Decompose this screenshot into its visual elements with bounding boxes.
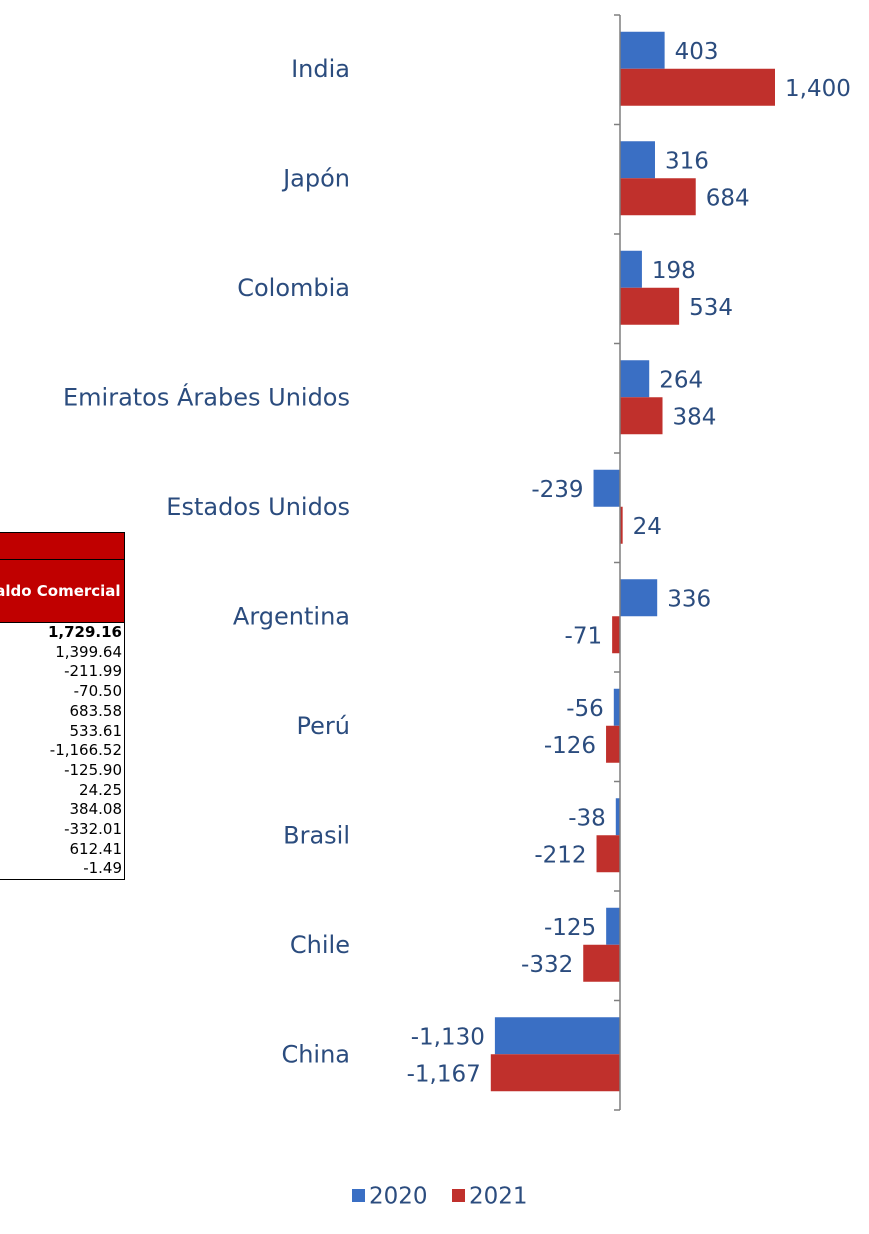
table-cell: 384.08	[0, 800, 125, 821]
data-label: -1,130	[411, 1024, 485, 1050]
bar	[494, 1017, 620, 1055]
data-label: -1,167	[407, 1061, 481, 1087]
data-label: 316	[665, 148, 709, 174]
legend-label: 2020	[369, 1184, 428, 1210]
data-label: 198	[652, 258, 696, 284]
data-label: 684	[706, 185, 750, 211]
table-cell: -332.01	[0, 820, 125, 840]
y-tick-label: Estados Unidos	[166, 493, 350, 521]
table-cell: -70.50	[0, 682, 125, 702]
y-tick-label: Chile	[290, 931, 350, 959]
data-label: 264	[659, 367, 703, 393]
table-cell: -125.90	[0, 760, 125, 781]
table-cell: -1,166.52	[0, 741, 125, 761]
data-label: -239	[531, 477, 583, 503]
bar	[620, 178, 696, 216]
table-cell: 24.25	[0, 780, 125, 801]
data-label: 534	[689, 295, 733, 321]
bar	[620, 250, 642, 288]
bar	[490, 1054, 620, 1092]
data-label: 24	[633, 514, 662, 540]
bar	[593, 469, 620, 507]
table-cell: 683.58	[0, 701, 125, 722]
bar	[615, 798, 620, 836]
legend-swatch	[352, 1189, 365, 1202]
y-tick-label: Argentina	[233, 602, 350, 630]
data-label: -38	[568, 805, 606, 831]
bar	[620, 506, 623, 544]
bar	[620, 141, 655, 179]
data-label: -126	[544, 733, 596, 759]
table-cell: -1.49	[0, 859, 125, 881]
data-label: -56	[566, 696, 604, 722]
y-tick-label: Japón	[281, 164, 350, 192]
bar	[620, 287, 680, 325]
table-cell: 533.61	[0, 721, 125, 742]
bar	[620, 397, 663, 435]
y-tick-label: Emiratos Árabes Unidos	[63, 382, 350, 411]
table-header-blank	[0, 532, 125, 560]
bar	[620, 579, 658, 617]
y-tick-label: Colombia	[237, 274, 350, 302]
data-table: Saldo Comercial 1,729.161,399.64-211.99-…	[0, 532, 125, 881]
bar	[606, 907, 620, 945]
table-cell: -211.99	[0, 662, 125, 683]
table-header: Saldo Comercial	[0, 559, 125, 623]
bar	[596, 835, 620, 873]
y-tick-label: Brasil	[283, 821, 350, 849]
data-label: 384	[673, 404, 717, 430]
bar	[583, 944, 620, 982]
bar	[613, 688, 620, 726]
bar	[620, 360, 650, 398]
data-label: 1,400	[785, 76, 851, 102]
bar	[620, 68, 775, 106]
data-label: -71	[565, 623, 603, 649]
legend-swatch	[452, 1189, 465, 1202]
table-cell: 1,729.16	[0, 622, 125, 643]
data-label: -125	[544, 915, 596, 941]
y-tick-label: Perú	[297, 712, 350, 740]
data-label: -212	[534, 842, 586, 868]
y-tick-label: India	[291, 55, 350, 83]
bar	[606, 725, 620, 763]
data-label: -332	[521, 952, 573, 978]
table-cell: 612.41	[0, 839, 125, 860]
data-label: 336	[667, 586, 711, 612]
table-cell: 1,399.64	[0, 642, 125, 663]
data-label: 403	[675, 39, 719, 65]
y-tick-label: China	[281, 1040, 350, 1068]
bar	[620, 31, 665, 69]
bar	[612, 616, 620, 654]
legend-label: 2021	[469, 1184, 528, 1210]
